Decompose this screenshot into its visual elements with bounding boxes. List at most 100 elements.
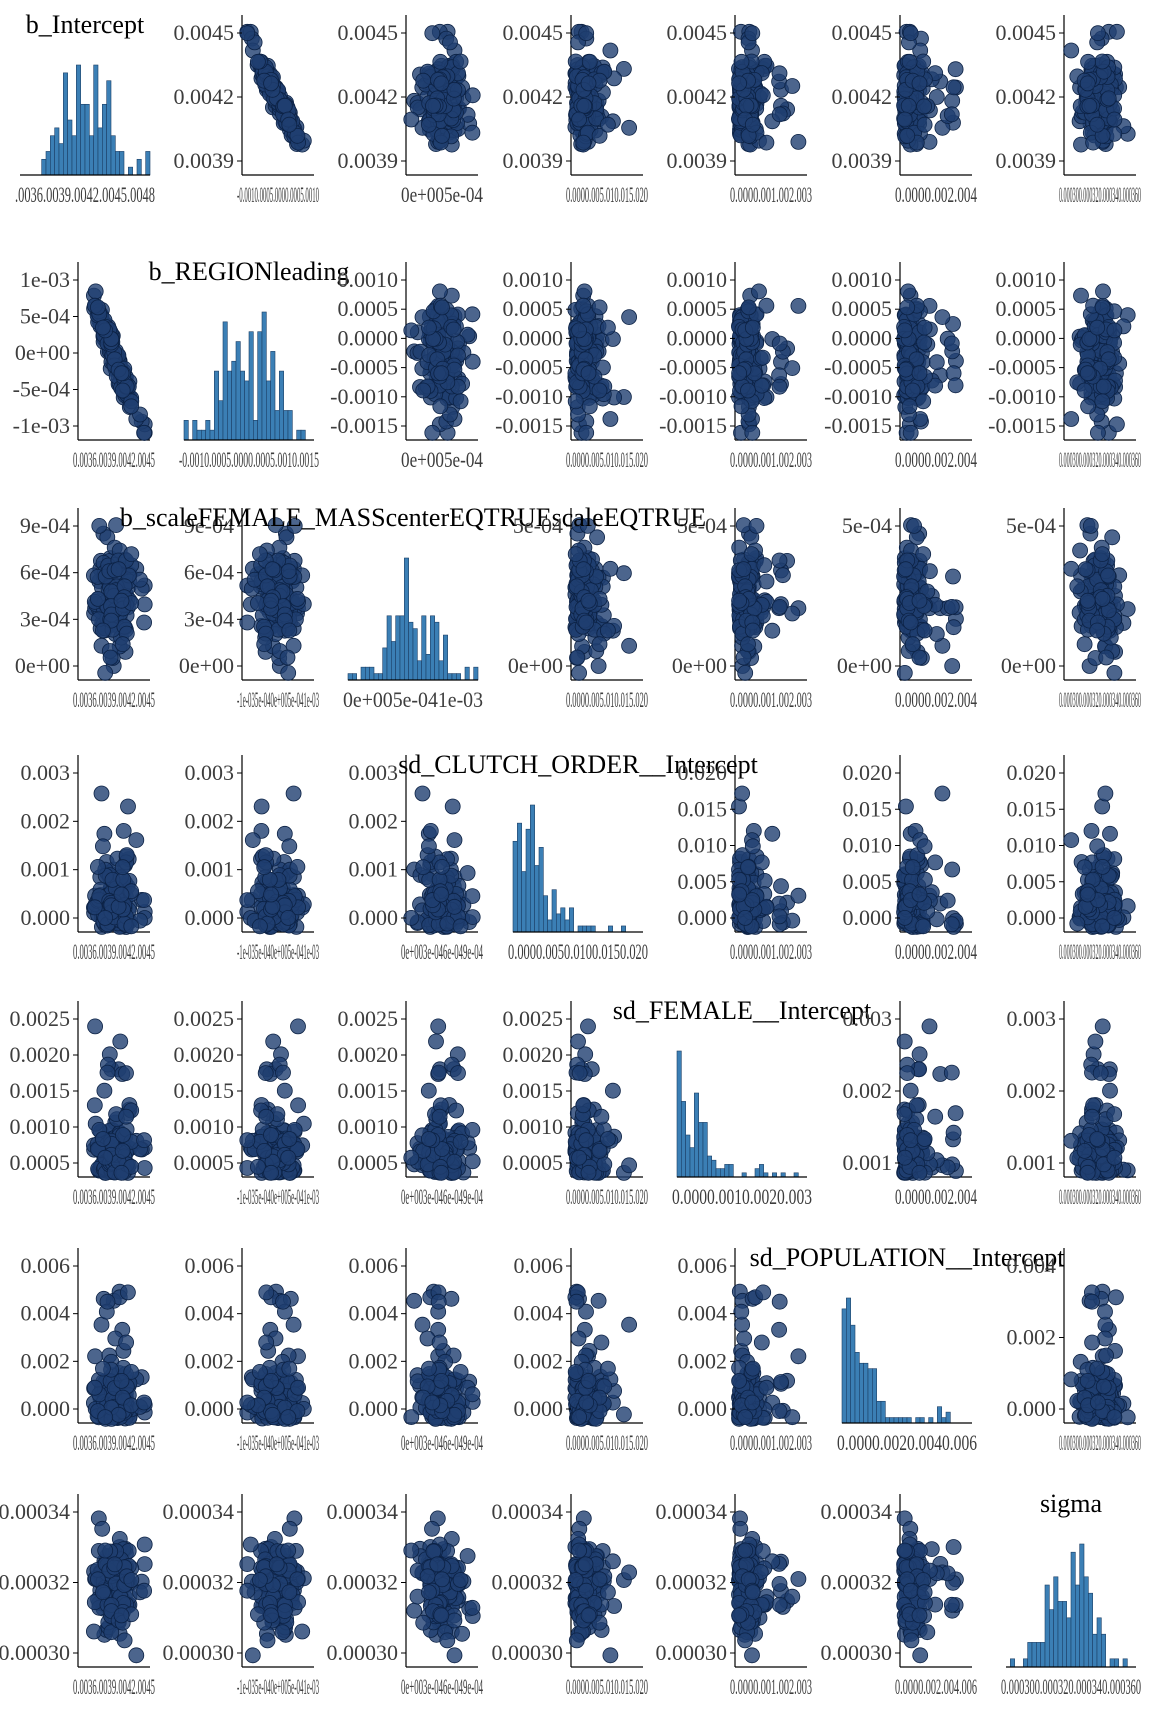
scatter-point [249, 1158, 266, 1175]
histogram-bar [110, 135, 116, 176]
scatter-point [1072, 542, 1088, 559]
scatter-point [430, 1064, 447, 1081]
histogram-bar [244, 380, 250, 441]
histogram-bar [434, 621, 440, 681]
scatter-point [95, 319, 111, 336]
scatter-point [790, 133, 807, 150]
scatter-point [917, 871, 933, 888]
scatter-point [276, 1082, 293, 1099]
histogram-bar [97, 127, 103, 176]
scatter-point [112, 1033, 129, 1050]
scatter-point [575, 297, 592, 314]
scatter-point [464, 353, 481, 370]
histogram-bar [80, 103, 86, 176]
scatter-point [744, 892, 761, 908]
scatter-point [734, 785, 750, 802]
scatter-point [1094, 591, 1111, 607]
scatter-point [754, 349, 771, 366]
scatter-point [578, 424, 595, 441]
histogram-bar [702, 1122, 708, 1178]
scatter-point [906, 518, 922, 534]
scatter-point [575, 1097, 592, 1114]
scatter-point [744, 838, 761, 855]
histogram-bar [205, 420, 211, 441]
scatter-point [944, 658, 961, 674]
scatter-point [1079, 1164, 1096, 1181]
histogram-bar [759, 1164, 764, 1178]
scatter-point [281, 622, 298, 639]
scatter-point [256, 859, 273, 876]
scatter-point [115, 823, 132, 839]
histogram-bar [711, 1159, 717, 1178]
histogram-bar [382, 647, 388, 681]
scatter-point [602, 411, 619, 427]
scatter-point [1089, 622, 1106, 639]
scatter-point [415, 382, 432, 399]
scatter-point [744, 116, 761, 133]
scatter-point [904, 636, 921, 653]
scatter-point [136, 596, 153, 613]
scatter-point [737, 665, 754, 681]
scatter-point [87, 283, 104, 300]
scatter-point [916, 622, 933, 639]
scatter-point [1087, 1033, 1104, 1050]
scatter-point [743, 546, 760, 562]
histogram-bar [192, 420, 198, 441]
scatter-point [580, 1164, 597, 1181]
scatter-point [99, 1293, 116, 1310]
scatter-point [602, 42, 619, 59]
histogram-bar [586, 925, 592, 933]
histogram-bar [253, 420, 258, 441]
histogram-bar [404, 557, 409, 681]
scatter-point [735, 561, 752, 578]
scatter-point [290, 1379, 307, 1396]
scatter-point [896, 111, 913, 128]
chart-marks [20, 15, 1136, 1668]
scatter-point [567, 393, 584, 410]
scatter-point [249, 595, 266, 611]
scatter-point [580, 365, 597, 382]
scatter-point [1063, 560, 1080, 577]
histogram-bar [136, 158, 142, 176]
scatter-point [1094, 393, 1111, 410]
scatter-point [275, 1064, 291, 1081]
histogram-bar [763, 1172, 769, 1178]
scatter-point [264, 1406, 281, 1423]
histogram-bar [430, 615, 435, 681]
scatter-point [751, 283, 767, 300]
histogram-bar [556, 913, 561, 933]
scatter-point [771, 908, 788, 925]
scatter-point [446, 361, 463, 378]
scatter-point [123, 546, 140, 562]
scatter-point [93, 785, 110, 802]
scatter-point [570, 1033, 586, 1050]
scatter-point [600, 319, 616, 336]
histogram-bar [715, 1168, 721, 1178]
histogram-bar [724, 1164, 730, 1178]
scatter-point [1106, 1149, 1123, 1166]
scatter-point [916, 334, 932, 351]
histogram-bar [512, 840, 518, 933]
histogram-bar [408, 621, 414, 681]
scatter-point [764, 622, 781, 639]
histogram-bar [525, 828, 531, 933]
scatter-point [744, 424, 761, 441]
histogram-bar [128, 166, 133, 176]
scatter-point [911, 75, 928, 92]
scatter-point [575, 134, 592, 151]
histogram-bar [391, 641, 396, 681]
scatter-point [118, 1108, 134, 1125]
scatter-point [464, 124, 481, 141]
scatter-point [281, 1131, 298, 1147]
scatter-point [943, 1064, 960, 1081]
histogram-bar [772, 1172, 777, 1178]
scatter-point [280, 1149, 297, 1166]
scatter-point [415, 859, 432, 876]
scatter-point [1080, 398, 1096, 415]
scatter-point [901, 53, 918, 70]
scatter-point [239, 614, 256, 631]
scatter-point [289, 127, 306, 144]
scatter-point [733, 398, 750, 415]
scatter-point [239, 1394, 256, 1411]
scatter-point [285, 785, 302, 802]
